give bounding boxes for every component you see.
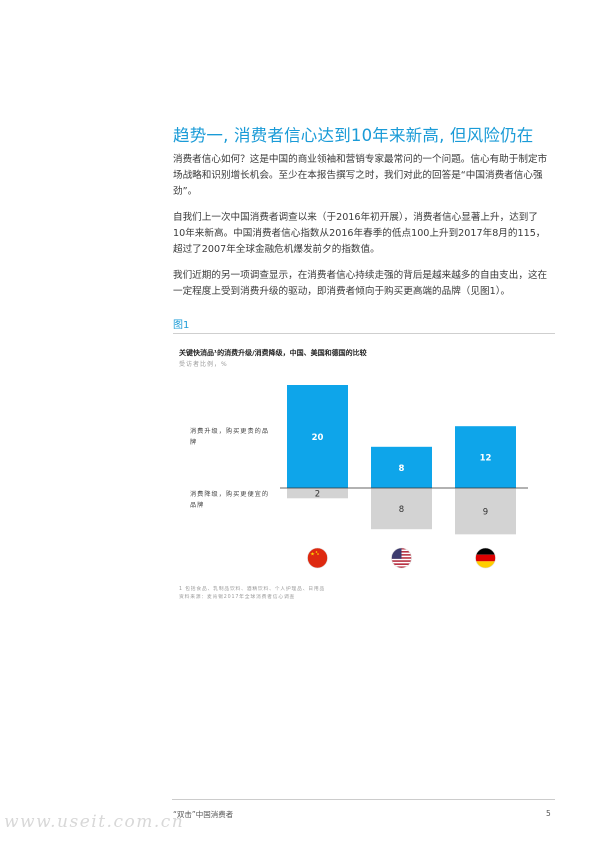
page-number: 5 <box>546 809 551 818</box>
figure-divider <box>173 333 555 334</box>
bar-upgrade-label-0: 20 <box>312 433 324 443</box>
bar-upgrade-1 <box>371 446 432 488</box>
usa-flag-icon <box>391 547 412 569</box>
footer-divider <box>172 799 555 800</box>
bar-downgrade-2 <box>455 488 516 535</box>
footnote-1: 1 包括食品、乳制品饮料、酒精饮料、个人护理品、日用品 <box>179 587 326 592</box>
bar-upgrade-2 <box>455 426 516 488</box>
china-flag-icon <box>307 547 328 569</box>
row-label-downgrade: 消费降级，购买更便宜的品牌 <box>190 491 270 509</box>
footer-title: “双击”中国消费者 <box>173 810 234 819</box>
figure-label: 图1 <box>173 320 190 331</box>
bar-downgrade-label-2: 9 <box>483 508 488 518</box>
bar-downgrade-1 <box>371 488 432 530</box>
chart-title: 关键快消品¹的消费升级/消费降级，中国、美国和德国的比较 <box>179 349 367 357</box>
paragraph-3: 我们近期的另一项调查显示，在消费者信心持续走强的背后是越来越多的自由支出，这在一… <box>173 270 548 297</box>
chart-subtitle: 受访者比例，% <box>179 361 228 368</box>
paragraph-1: 消费者信心如何？这是中国的商业领袖和营销专家最常问的一个问题。信心有助于制定市场… <box>173 154 548 197</box>
bar-downgrade-label-0: 2 <box>315 490 320 500</box>
bar-upgrade-label-1: 8 <box>399 464 405 474</box>
germany-flag-icon <box>475 547 496 569</box>
paragraph-2: 自我们上一次中国消费者调查以来（于2016年初开展），消费者信心显著上升，达到了… <box>173 212 546 255</box>
section-heading: 趋势一, 消费者信心达到10年来新高, 但风险仍在 <box>173 126 534 145</box>
row-label-upgrade: 消费升级，购买更贵的品牌 <box>190 428 270 446</box>
watermark-text: www.useit.com.cn <box>4 812 185 832</box>
bar-downgrade-0 <box>287 488 348 499</box>
bar-upgrade-0 <box>287 385 348 488</box>
footnote-source: 资料来源：麦肯锡2017年全球消费者信心调查 <box>179 595 296 600</box>
bar-downgrade-label-1: 8 <box>399 505 404 515</box>
bar-upgrade-label-2: 12 <box>480 454 492 464</box>
